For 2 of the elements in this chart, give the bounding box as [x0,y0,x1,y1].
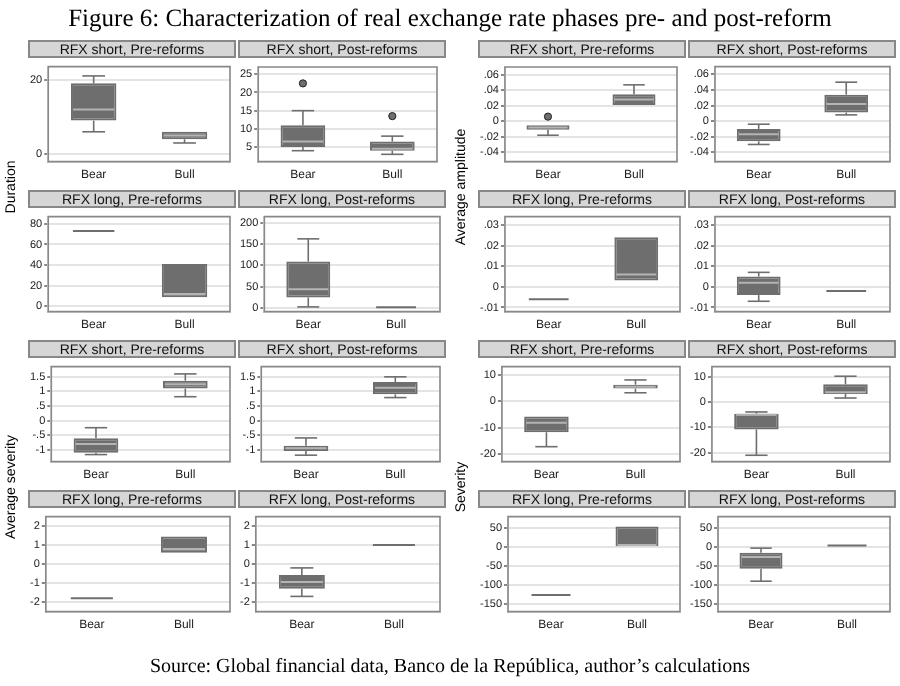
caption: Figure 6: Characterization of real exchange rate phases pre- and post-reform [66,4,834,34]
source-note: Source: Global financial data, Banco de la República, author’s calculations [148,656,752,678]
